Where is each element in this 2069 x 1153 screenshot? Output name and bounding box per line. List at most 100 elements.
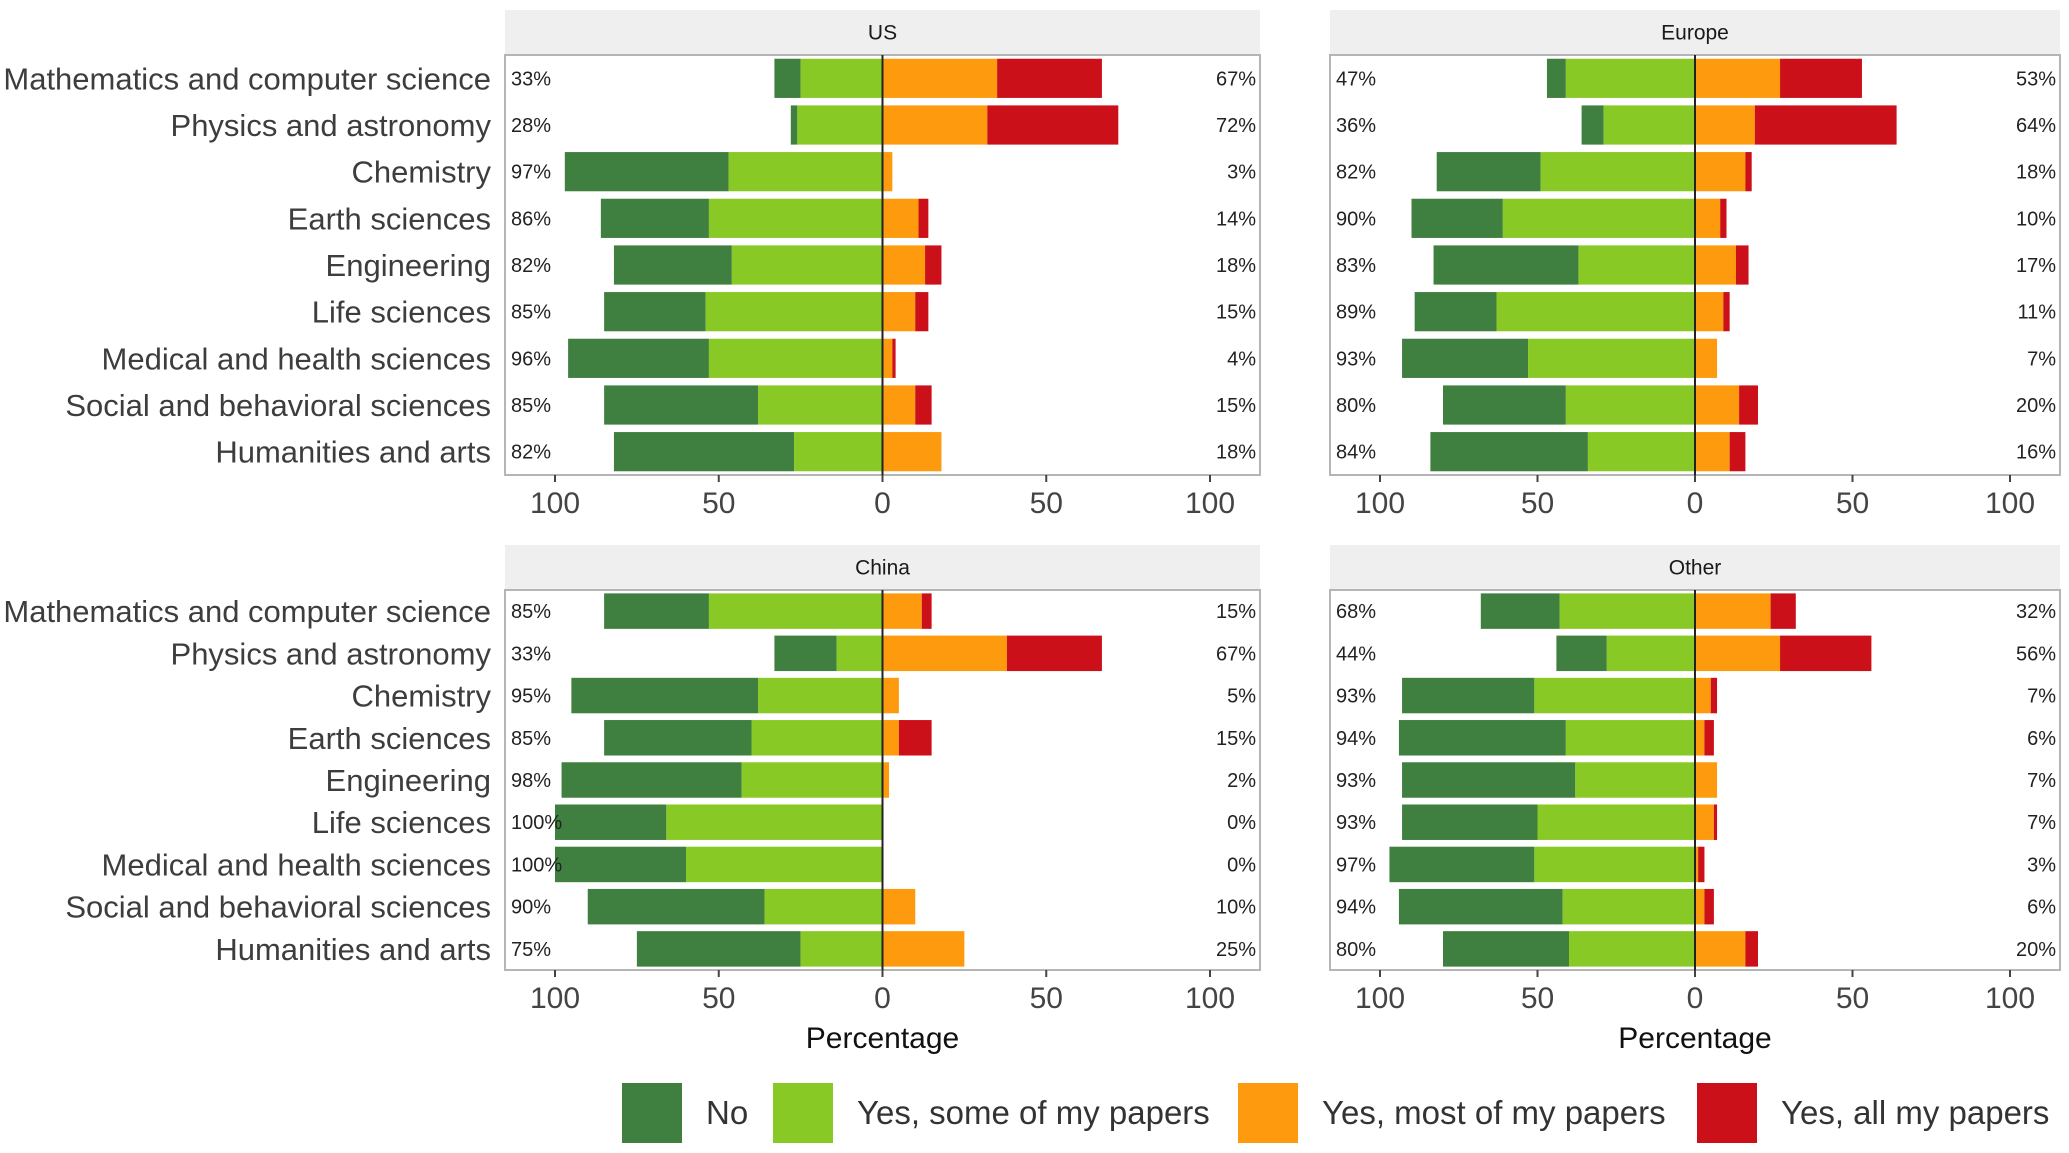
x-tick-label: 100 (1355, 487, 1405, 520)
panel-europe: Europe 47% 53% 36% 64% 82% 18% 90% 10% 83% 17% 89% 1… (1329, 10, 2061, 520)
bar-row: 98% 2% (511, 762, 1256, 798)
right-percentage-label: 15% (1216, 601, 1256, 623)
right-percentage-label: 16% (2016, 442, 2056, 464)
bar-row: 36% 64% (1336, 105, 2056, 145)
bar-segment-yes-most (1695, 677, 1711, 714)
bar-segment-no (604, 593, 709, 629)
category-label: Humanities and arts (215, 932, 491, 967)
bar-segment-no (1436, 152, 1541, 192)
legend-label: No (706, 1094, 748, 1131)
bar-row: 89% 11% (1336, 292, 2056, 332)
bar-segment-yes-most (1695, 245, 1736, 285)
category-label: Life sciences (312, 295, 491, 330)
bar-segment-no (1402, 762, 1576, 798)
bar-segment-no (568, 338, 709, 378)
legend-item: Yes, all my papers (1697, 1083, 2049, 1143)
x-tick-label: 50 (702, 982, 735, 1015)
right-percentage-label: 0% (1227, 854, 1256, 876)
bar-segment-yes-some (1575, 762, 1695, 798)
bar-segment-no (1480, 593, 1560, 629)
bar-segment-yes-some (758, 677, 883, 714)
bar-segment-yes-most (882, 593, 922, 629)
bar-segment-yes-all (1710, 677, 1718, 714)
bar-segment-yes-some (1565, 58, 1695, 98)
bar-segment-no (613, 432, 795, 472)
bar-segment-yes-some (797, 105, 883, 145)
bar-segment-yes-most (882, 198, 919, 238)
x-tick-label: 0 (874, 487, 891, 520)
bar-row: 68% 32% (1336, 593, 2056, 629)
category-label: Chemistry (351, 679, 491, 714)
left-percentage-label: 68% (1336, 601, 1376, 623)
bar-segment-yes-all (1780, 58, 1862, 98)
bar-segment-yes-some (794, 432, 883, 472)
bar-row: 86% 14% (511, 198, 1256, 238)
left-percentage-label: 82% (511, 442, 551, 464)
bar-segment-yes-most (1695, 804, 1714, 840)
category-labels: Mathematics and computer science Physics … (3, 61, 491, 967)
bar-segment-yes-all (997, 58, 1102, 98)
bar-segment-yes-all (925, 245, 942, 285)
x-tick-label: 100 (530, 982, 580, 1015)
right-percentage-label: 11% (2017, 302, 2056, 324)
right-percentage-label: 3% (1227, 162, 1256, 184)
left-percentage-label: 95% (511, 686, 551, 708)
left-percentage-label: 33% (511, 643, 551, 665)
left-percentage-label: 80% (1336, 939, 1376, 961)
category-label: Social and behavioral sciences (65, 388, 491, 423)
left-percentage-label: 84% (1336, 442, 1376, 464)
bar-segment-yes-most (882, 888, 916, 925)
bar-row: 97% 3% (511, 152, 1256, 192)
bar-segment-yes-all (1729, 432, 1746, 472)
bar-segment-yes-some (1502, 198, 1695, 238)
bar-row: 33% 67% (511, 635, 1256, 672)
x-tick-label: 50 (1521, 982, 1554, 1015)
bar-segment-yes-some (1562, 888, 1695, 925)
bar-segment-no (636, 931, 801, 967)
bar-segment-no (600, 198, 709, 238)
legend-swatch (1238, 1083, 1298, 1143)
right-percentage-label: 15% (1216, 728, 1256, 750)
bar-segment-yes-some (731, 245, 883, 285)
bar-segment-yes-some (1603, 105, 1695, 145)
bar-segment-yes-all (918, 198, 929, 238)
bar-segment-no (604, 292, 706, 332)
right-percentage-label: 7% (2027, 812, 2056, 834)
left-percentage-label: 90% (511, 897, 551, 919)
legend-label: Yes, most of my papers (1322, 1094, 1666, 1131)
bar-segment-yes-most (882, 720, 899, 756)
bar-segment-yes-most (1695, 432, 1730, 472)
bar-segment-no (1556, 635, 1607, 672)
bar-segment-yes-some (728, 152, 883, 192)
right-percentage-label: 18% (2016, 162, 2056, 184)
bar-segment-yes-some (1537, 804, 1695, 840)
legend-swatch (1697, 1083, 1757, 1143)
left-percentage-label: 86% (511, 208, 551, 230)
right-percentage-label: 67% (1216, 68, 1256, 90)
x-tick-label: 100 (1985, 487, 2035, 520)
bar-row: 44% 56% (1336, 635, 2056, 672)
bar-segment-yes-some (1534, 846, 1695, 883)
x-tick-label: 0 (1687, 487, 1704, 520)
bar-row: 85% 15% (511, 720, 1256, 756)
bar-segment-yes-most (882, 635, 1007, 672)
facet-panels: US 33% 67% 28% 72% 97% 3% 86% 14% 82% 18% 85% 15% 96%… (504, 10, 2061, 1055)
bar-segment-no (774, 635, 837, 672)
right-percentage-label: 15% (1216, 302, 1256, 324)
bar-row: 33% 67% (511, 58, 1256, 98)
left-percentage-label: 97% (511, 162, 551, 184)
bar-segment-yes-all (1704, 720, 1714, 756)
bar-row: 75% 25% (511, 931, 1256, 967)
category-label: Engineering (326, 763, 491, 798)
left-percentage-label: 100% (511, 854, 562, 876)
bar-segment-yes-most (1695, 338, 1718, 378)
right-percentage-label: 15% (1216, 395, 1256, 417)
legend-item: Yes, most of my papers (1238, 1083, 1666, 1143)
bar-segment-yes-some (1569, 931, 1695, 967)
bar-segment-yes-some (1528, 338, 1695, 378)
bar-row: 84% 16% (1336, 432, 2056, 472)
panel-strip (1330, 545, 2060, 590)
left-percentage-label: 90% (1336, 208, 1376, 230)
left-percentage-label: 44% (1336, 643, 1376, 665)
